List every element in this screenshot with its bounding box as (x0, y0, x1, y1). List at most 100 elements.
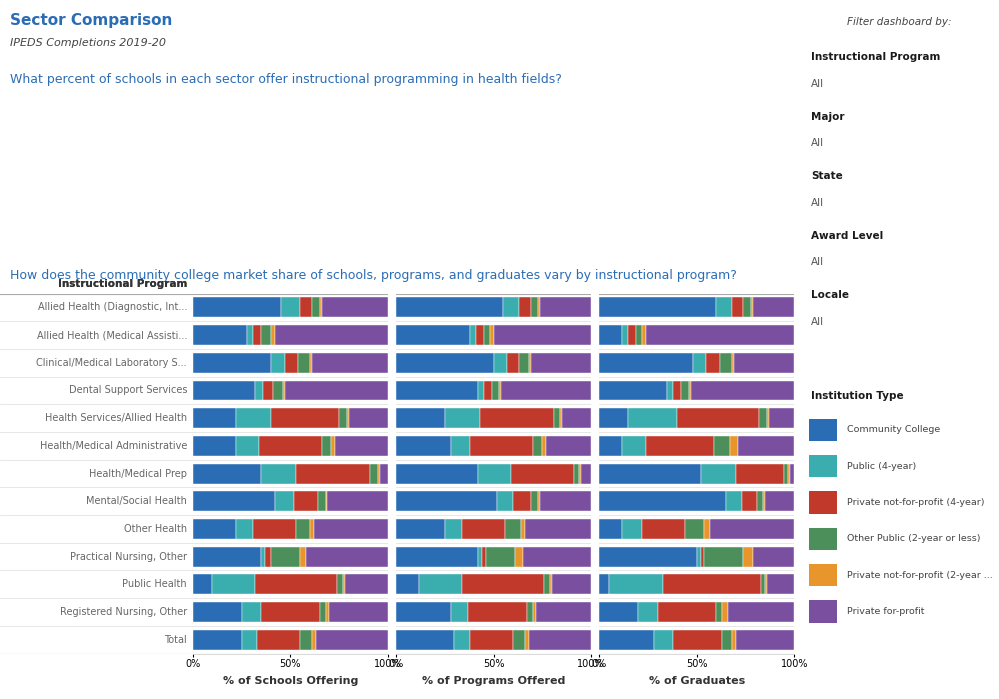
Text: Community College: Community College (23, 99, 119, 109)
Bar (731, 298, 743, 317)
Bar (396, 630, 455, 649)
Bar (486, 547, 514, 567)
Bar (505, 519, 520, 539)
Bar (546, 436, 591, 456)
Text: Private: Private (625, 99, 660, 109)
Bar (681, 380, 689, 401)
Bar (636, 325, 642, 345)
Bar (532, 602, 536, 622)
Bar (371, 463, 379, 484)
Bar (248, 325, 254, 345)
Bar (340, 408, 347, 428)
Bar (552, 575, 591, 594)
Bar (463, 519, 505, 539)
Bar (326, 602, 330, 622)
Bar (690, 380, 794, 401)
Bar (657, 602, 716, 622)
Bar (726, 491, 741, 511)
Bar (271, 353, 285, 373)
Bar (599, 463, 700, 484)
Text: 38.9%: 38.9% (705, 190, 738, 200)
Text: What percent of schools in each sector offer instructional programming in health: What percent of schools in each sector o… (10, 73, 561, 87)
FancyBboxPatch shape (809, 455, 837, 477)
Bar (716, 298, 731, 317)
Bar (518, 353, 528, 373)
Bar (765, 491, 794, 511)
Bar (300, 630, 312, 649)
Text: All: All (811, 79, 824, 89)
Bar (316, 630, 388, 649)
Bar (306, 547, 388, 567)
Bar (343, 575, 345, 594)
Bar (731, 353, 733, 373)
Text: Registered Nursing, Other: Registered Nursing, Other (60, 607, 187, 617)
Bar (700, 463, 735, 484)
Bar (275, 491, 295, 511)
Bar (471, 436, 532, 456)
Bar (193, 380, 256, 401)
Bar (599, 519, 622, 539)
Bar (642, 519, 685, 539)
Bar (540, 491, 591, 511)
Text: Other Public (2-year or
less): Other Public (2-year or less) (192, 99, 304, 122)
Bar (312, 630, 316, 649)
Bar (193, 575, 213, 594)
Bar (528, 353, 530, 373)
Bar (193, 463, 261, 484)
Bar (471, 325, 476, 345)
Bar (520, 519, 524, 539)
Bar (561, 408, 591, 428)
Text: Locale: Locale (811, 290, 849, 300)
Bar (312, 298, 320, 317)
Text: Award Level: Award Level (811, 231, 883, 240)
Bar (761, 575, 765, 594)
Bar (530, 353, 591, 373)
Bar (704, 547, 743, 567)
Text: Other Health: Other Health (124, 524, 187, 534)
Text: How does the community college market share of schools, programs, and graduates : How does the community college market sh… (10, 269, 736, 282)
Bar (332, 436, 336, 456)
Text: All: All (811, 138, 824, 148)
Text: IPEDS Completions 2019-20: IPEDS Completions 2019-20 (10, 38, 166, 48)
Bar (300, 547, 306, 567)
Text: Mental/Social Health: Mental/Social Health (86, 496, 187, 506)
Bar (731, 630, 735, 649)
Bar (320, 602, 326, 622)
Bar (599, 353, 692, 373)
Bar (396, 353, 494, 373)
Text: Private for-profit: Private for-profit (847, 607, 925, 616)
Bar (646, 436, 714, 456)
Bar (518, 298, 530, 317)
Bar (494, 353, 507, 373)
Text: Health/Medical Administrative: Health/Medical Administrative (40, 441, 187, 451)
Bar (271, 547, 300, 567)
Bar (759, 408, 767, 428)
Bar (261, 463, 297, 484)
Bar (320, 298, 322, 317)
Text: Private not-for-profit (2-year ...: Private not-for-profit (2-year ... (847, 571, 993, 579)
Bar (257, 630, 300, 649)
Bar (728, 602, 794, 622)
Bar (478, 547, 482, 567)
Bar (420, 575, 463, 594)
Text: Health Services/Allied Health: Health Services/Allied Health (45, 413, 187, 423)
Bar (599, 491, 726, 511)
Text: Allied Health (Medical Assisti...: Allied Health (Medical Assisti... (37, 330, 187, 340)
Bar (689, 380, 690, 401)
Bar (769, 408, 794, 428)
Bar (513, 630, 524, 649)
Bar (737, 436, 794, 456)
Text: 93.2%: 93.2% (192, 190, 225, 200)
Bar (271, 325, 275, 345)
Bar (193, 436, 236, 456)
Bar (469, 602, 526, 622)
Text: Public (4-year): Public (4-year) (360, 99, 431, 109)
Bar (599, 436, 622, 456)
Text: Institution Type: Institution Type (811, 391, 904, 401)
Text: Other Public (2-year or less): Other Public (2-year or less) (847, 535, 981, 543)
Bar (743, 298, 751, 317)
Bar (716, 602, 722, 622)
Bar (559, 408, 561, 428)
Bar (704, 519, 710, 539)
Bar (710, 519, 794, 539)
